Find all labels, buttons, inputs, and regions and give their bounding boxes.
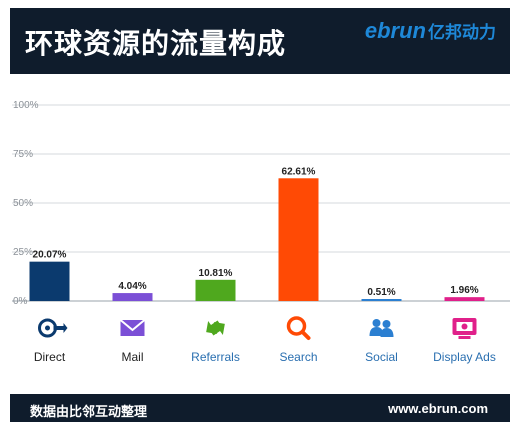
data-label: 0.51%: [367, 287, 395, 298]
footer-url: www.ebrun.com: [388, 401, 488, 416]
chart-category-icons: [38, 316, 477, 340]
bar-search: [278, 178, 319, 301]
y-tick-label: 25%: [13, 247, 33, 258]
bar-chart: 0% 25% 50% 75% 100% 20.07% Direct 4.04% Mail 10.…: [12, 100, 510, 364]
y-tick-label: 50%: [13, 198, 33, 209]
brand-logo: ebrun 亿邦动力: [365, 18, 496, 44]
bar-social: [361, 299, 402, 301]
data-label: 20.07%: [33, 250, 67, 261]
category-label: Search: [279, 350, 317, 364]
bar-direct: [29, 261, 70, 301]
header-banner: 环球资源的流量构成 ebrun 亿邦动力: [10, 8, 510, 74]
footer-bar: 数据由比邻互动整理 www.ebrun.com: [10, 394, 510, 422]
category-label: Direct: [34, 350, 66, 364]
category-label: Social: [365, 350, 398, 364]
data-label: 62.61%: [282, 166, 316, 177]
mail-envelope-icon: [119, 319, 146, 336]
footer-note: 数据由比邻互动整理: [30, 405, 148, 420]
chart-bars: 20.07% Direct 4.04% Mail 10.81% Referrals 62.6…: [29, 166, 496, 364]
bar-display-ads: [444, 297, 485, 301]
y-tick-label: 100%: [13, 100, 39, 111]
category-label: Referrals: [191, 350, 240, 364]
referrals-arrows-icon: [206, 320, 225, 336]
category-label: Display Ads: [433, 350, 496, 364]
category-label: Mail: [121, 350, 143, 364]
data-label: 1.96%: [450, 285, 478, 296]
page-title: 环球资源的流量构成: [25, 27, 287, 60]
direct-target-icon: [38, 318, 68, 338]
data-label: 4.04%: [118, 281, 146, 292]
brand-logo-latin: ebrun: [364, 18, 426, 43]
search-magnifier-icon: [286, 316, 311, 340]
bar-mail: [112, 293, 153, 301]
bar-referrals: [195, 279, 236, 301]
data-label: 10.81%: [199, 268, 233, 279]
y-tick-label: 0%: [13, 296, 28, 307]
chart-grid: 0% 25% 50% 75% 100%: [12, 100, 510, 307]
display-ads-icon: [452, 318, 477, 339]
social-people-icon: [369, 319, 394, 337]
y-tick-label: 75%: [13, 149, 33, 160]
brand-logo-cn: 亿邦动力: [428, 23, 496, 43]
